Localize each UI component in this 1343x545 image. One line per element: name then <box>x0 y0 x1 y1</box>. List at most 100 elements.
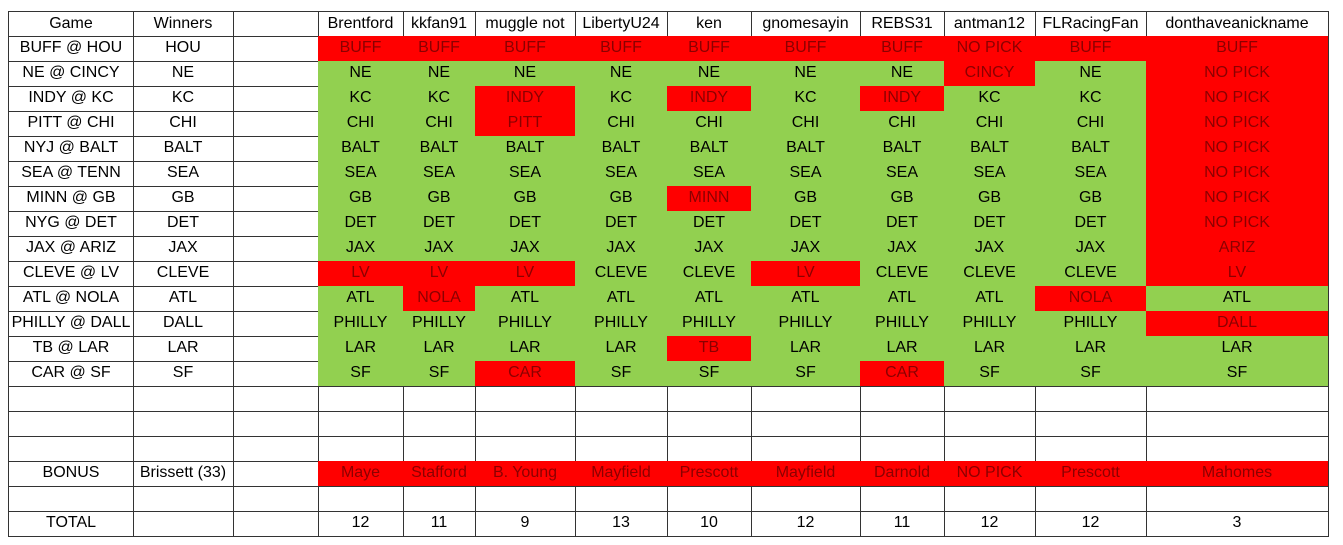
pick-cell: ATL <box>475 286 576 312</box>
total-value: 10 <box>667 511 752 537</box>
empty-cell <box>233 211 319 237</box>
pick-cell: BUFF <box>575 36 668 62</box>
empty-cell <box>233 336 319 362</box>
pick-cell: BALT <box>1035 136 1147 162</box>
pick-cell: PHILLY <box>667 311 752 337</box>
pick-cell: GB <box>403 186 476 212</box>
player-header: antman12 <box>944 11 1036 37</box>
pick-cell: SF <box>751 361 861 387</box>
empty-cell <box>318 436 404 462</box>
pick-cell: SF <box>403 361 476 387</box>
pick-cell: BUFF <box>318 36 404 62</box>
pick-cell: PHILLY <box>475 311 576 337</box>
winner-cell: GB <box>133 186 234 212</box>
empty-cell <box>475 436 576 462</box>
game-cell: ATL @ NOLA <box>8 286 134 312</box>
empty-cell <box>944 436 1036 462</box>
pick-cell: BUFF <box>1146 36 1329 62</box>
pick-cell: SEA <box>403 161 476 187</box>
empty-cell <box>8 386 134 412</box>
bonus-pick: Mayfield <box>751 461 861 487</box>
empty-cell <box>233 161 319 187</box>
pick-cell: GB <box>1035 186 1147 212</box>
winner-cell: SEA <box>133 161 234 187</box>
empty-cell <box>403 436 476 462</box>
pick-cell: ATL <box>575 286 668 312</box>
pick-cell: INDY <box>860 86 945 112</box>
empty-cell <box>860 486 945 512</box>
empty-cell <box>475 411 576 437</box>
empty-cell <box>667 411 752 437</box>
player-header: donthaveanickname <box>1146 11 1329 37</box>
bonus-pick: Darnold <box>860 461 945 487</box>
empty-cell <box>1035 486 1147 512</box>
empty-cell <box>860 386 945 412</box>
empty-cell <box>944 411 1036 437</box>
empty-cell <box>233 286 319 312</box>
empty-cell <box>233 36 319 62</box>
pick-cell: SEA <box>575 161 668 187</box>
total-value: 11 <box>403 511 476 537</box>
pick-cell: CHI <box>403 111 476 137</box>
pick-cell: DALL <box>1146 311 1329 337</box>
pick-cell: KC <box>751 86 861 112</box>
pick-cell: BUFF <box>751 36 861 62</box>
empty-cell <box>133 511 234 537</box>
pick-cell: JAX <box>318 236 404 262</box>
empty-cell <box>133 411 234 437</box>
empty-cell <box>860 411 945 437</box>
bonus-pick: Mahomes <box>1146 461 1329 487</box>
empty-cell <box>575 486 668 512</box>
empty-cell <box>1146 436 1329 462</box>
total-label: TOTAL <box>8 511 134 537</box>
pick-cell: DET <box>318 211 404 237</box>
bonus-pick: Stafford <box>403 461 476 487</box>
pick-cell: INDY <box>475 86 576 112</box>
pick-cell: SEA <box>667 161 752 187</box>
pick-cell: NE <box>475 61 576 87</box>
pick-cell: CHI <box>318 111 404 137</box>
pick-cell: SEA <box>318 161 404 187</box>
empty-cell <box>8 486 134 512</box>
pick-cell: JAX <box>403 236 476 262</box>
pick-cell: CLEVE <box>860 261 945 287</box>
pick-cell: LAR <box>575 336 668 362</box>
winner-cell: JAX <box>133 236 234 262</box>
empty-cell <box>8 436 134 462</box>
winner-cell: SF <box>133 361 234 387</box>
game-cell: NE @ CINCY <box>8 61 134 87</box>
total-value: 12 <box>944 511 1036 537</box>
header-cell: Winners <box>133 11 234 37</box>
pick-cell: BUFF <box>860 36 945 62</box>
pick-cell: DET <box>944 211 1036 237</box>
pick-cell: NO PICK <box>1146 86 1329 112</box>
pick-cell: NO PICK <box>944 36 1036 62</box>
player-header: gnomesayin <box>751 11 861 37</box>
pick-cell: BUFF <box>1035 36 1147 62</box>
pick-cell: DET <box>575 211 668 237</box>
total-value: 9 <box>475 511 576 537</box>
total-value: 12 <box>1035 511 1147 537</box>
winner-cell: HOU <box>133 36 234 62</box>
game-cell: NYJ @ BALT <box>8 136 134 162</box>
pick-cell: LV <box>403 261 476 287</box>
pick-cell: JAX <box>860 236 945 262</box>
empty-cell <box>318 411 404 437</box>
pick-cell: LV <box>475 261 576 287</box>
empty-cell <box>403 411 476 437</box>
pick-cell: ATL <box>751 286 861 312</box>
empty-cell <box>233 386 319 412</box>
pick-cell: CHI <box>575 111 668 137</box>
pick-cell: CHI <box>667 111 752 137</box>
pick-cell: PHILLY <box>403 311 476 337</box>
empty-cell <box>575 411 668 437</box>
total-value: 11 <box>860 511 945 537</box>
pick-cell: GB <box>944 186 1036 212</box>
pick-cell: SF <box>667 361 752 387</box>
pick-cell: NE <box>575 61 668 87</box>
player-header: ken <box>667 11 752 37</box>
empty-cell <box>575 386 668 412</box>
pick-cell: NO PICK <box>1146 136 1329 162</box>
pick-cell: TB <box>667 336 752 362</box>
pick-cell: LV <box>751 261 861 287</box>
